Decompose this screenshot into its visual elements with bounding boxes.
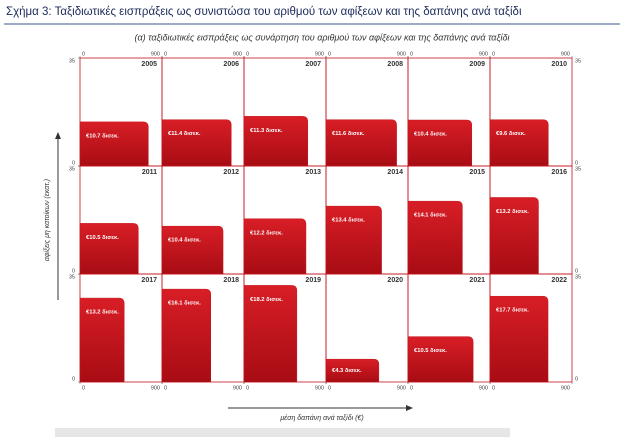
panel-year: 2019 bbox=[305, 277, 321, 284]
bar bbox=[325, 205, 382, 275]
panel-year: 2014 bbox=[387, 169, 403, 176]
y-tick-label-right: 0 bbox=[575, 376, 578, 382]
y-arrow-head bbox=[55, 132, 61, 139]
panel-year: 2017 bbox=[141, 277, 157, 284]
bar bbox=[489, 119, 549, 167]
x-arrow-head bbox=[406, 405, 413, 411]
bar bbox=[161, 225, 224, 275]
x-tick-label: 0 bbox=[328, 51, 331, 57]
data-label: €10.4 δισεκ. bbox=[414, 132, 447, 138]
x-tick-label: 0 bbox=[82, 51, 85, 57]
bar bbox=[161, 288, 211, 383]
bar bbox=[325, 119, 397, 167]
x-tick-label: 0 bbox=[492, 51, 495, 57]
x-tick-label: 900 bbox=[397, 51, 406, 57]
x-tick-label: 0 bbox=[246, 385, 249, 391]
y-tick-label: 0 bbox=[72, 160, 75, 166]
x-tick-label: 0 bbox=[82, 385, 85, 391]
y-tick-label: 35 bbox=[69, 274, 75, 280]
data-label: €10.4 δισεκ. bbox=[168, 238, 201, 244]
bar bbox=[407, 336, 474, 383]
x-tick-label: 0 bbox=[410, 51, 413, 57]
y-tick-label: 0 bbox=[72, 376, 75, 382]
panel-year: 2012 bbox=[223, 169, 239, 176]
x-tick-label: 0 bbox=[410, 385, 413, 391]
y-axis-label: αφίξεις μη κατοίκων (εκατ.) bbox=[43, 179, 51, 261]
panel-year: 2009 bbox=[469, 61, 485, 68]
x-tick-label: 900 bbox=[151, 51, 160, 57]
x-tick-label: 900 bbox=[561, 51, 570, 57]
data-label: €11.6 δισεκ. bbox=[332, 131, 365, 137]
x-tick-label: 0 bbox=[328, 385, 331, 391]
data-label: €13.2 δισεκ. bbox=[496, 209, 529, 215]
x-tick-label: 900 bbox=[315, 51, 324, 57]
bar bbox=[79, 121, 149, 167]
data-label: €13.4 δισεκ. bbox=[332, 218, 365, 224]
data-label: €9.6 δισεκ. bbox=[496, 131, 526, 137]
x-tick-label: 0 bbox=[492, 385, 495, 391]
x-tick-label: 900 bbox=[151, 385, 160, 391]
panel-year: 2020 bbox=[387, 277, 403, 284]
y-tick-label-right: 35 bbox=[575, 58, 581, 64]
y-tick-label-right: 35 bbox=[575, 274, 581, 280]
panel-year: 2022 bbox=[551, 277, 567, 284]
footer-bar bbox=[55, 428, 510, 437]
data-label: €13.2 δισεκ. bbox=[86, 310, 119, 316]
y-tick-label-right: 0 bbox=[575, 268, 578, 274]
x-tick-label: 900 bbox=[479, 51, 488, 57]
data-label: €18.2 δισεκ. bbox=[250, 297, 283, 303]
chart-title: Σχήμα 3: Ταξιδιωτικές εισπράξεις ως συνι… bbox=[6, 6, 522, 18]
panel-year: 2008 bbox=[387, 61, 403, 68]
x-tick-label: 900 bbox=[479, 385, 488, 391]
data-label: €16.1 δισεκ. bbox=[168, 301, 201, 307]
bar bbox=[79, 223, 139, 275]
data-label: €10.7 δισεκ. bbox=[86, 133, 119, 139]
panel-year: 2018 bbox=[223, 277, 239, 284]
bar bbox=[243, 218, 307, 275]
data-label: €12.2 δισεκ. bbox=[250, 230, 283, 236]
y-tick-label: 35 bbox=[69, 166, 75, 172]
x-tick-label: 900 bbox=[397, 385, 406, 391]
panel-year: 2007 bbox=[305, 61, 321, 68]
panel-year: 2010 bbox=[551, 61, 567, 68]
y-tick-label-right: 35 bbox=[575, 166, 581, 172]
x-tick-label: 900 bbox=[233, 51, 242, 57]
bar bbox=[325, 358, 380, 383]
data-label: €11.3 δισεκ. bbox=[250, 128, 283, 134]
x-tick-label: 0 bbox=[164, 385, 167, 391]
panel-year: 2006 bbox=[223, 61, 239, 68]
bar bbox=[407, 200, 463, 275]
data-label: €17.7 δισεκ. bbox=[496, 308, 529, 314]
panel-year: 2015 bbox=[469, 169, 485, 176]
panel-year: 2011 bbox=[142, 169, 157, 176]
bar bbox=[243, 285, 298, 383]
data-label: €10.5 δισεκ. bbox=[86, 235, 119, 241]
bar bbox=[407, 119, 473, 167]
data-label: €10.5 δισεκ. bbox=[414, 348, 447, 354]
panel-year: 2021 bbox=[469, 277, 485, 284]
y-tick-label: 0 bbox=[72, 268, 75, 274]
x-axis-label: μέση δαπάνη ανά ταξίδι (€) bbox=[279, 414, 363, 422]
x-tick-label: 0 bbox=[246, 51, 249, 57]
data-label: €11.4 δισεκ. bbox=[168, 131, 201, 137]
x-tick-label: 900 bbox=[561, 385, 570, 391]
bar bbox=[79, 297, 125, 383]
bar bbox=[489, 197, 539, 275]
panel-year: 2013 bbox=[305, 169, 321, 176]
panel-year: 2016 bbox=[551, 169, 567, 176]
data-label: €4.3 δισεκ. bbox=[332, 368, 362, 374]
data-label: €14.1 δισεκ. bbox=[414, 213, 447, 219]
y-tick-label-right: 0 bbox=[575, 160, 578, 166]
x-tick-label: 0 bbox=[164, 51, 167, 57]
bar bbox=[489, 295, 549, 383]
x-tick-label: 900 bbox=[233, 385, 242, 391]
panel-year: 2005 bbox=[141, 61, 157, 68]
x-tick-label: 900 bbox=[315, 385, 324, 391]
y-tick-label: 35 bbox=[69, 58, 75, 64]
chart-subtitle: (α) ταξιδιωτικές εισπράξεις ως συνάρτηση… bbox=[135, 32, 510, 42]
bar bbox=[161, 119, 232, 167]
bar bbox=[243, 116, 309, 167]
